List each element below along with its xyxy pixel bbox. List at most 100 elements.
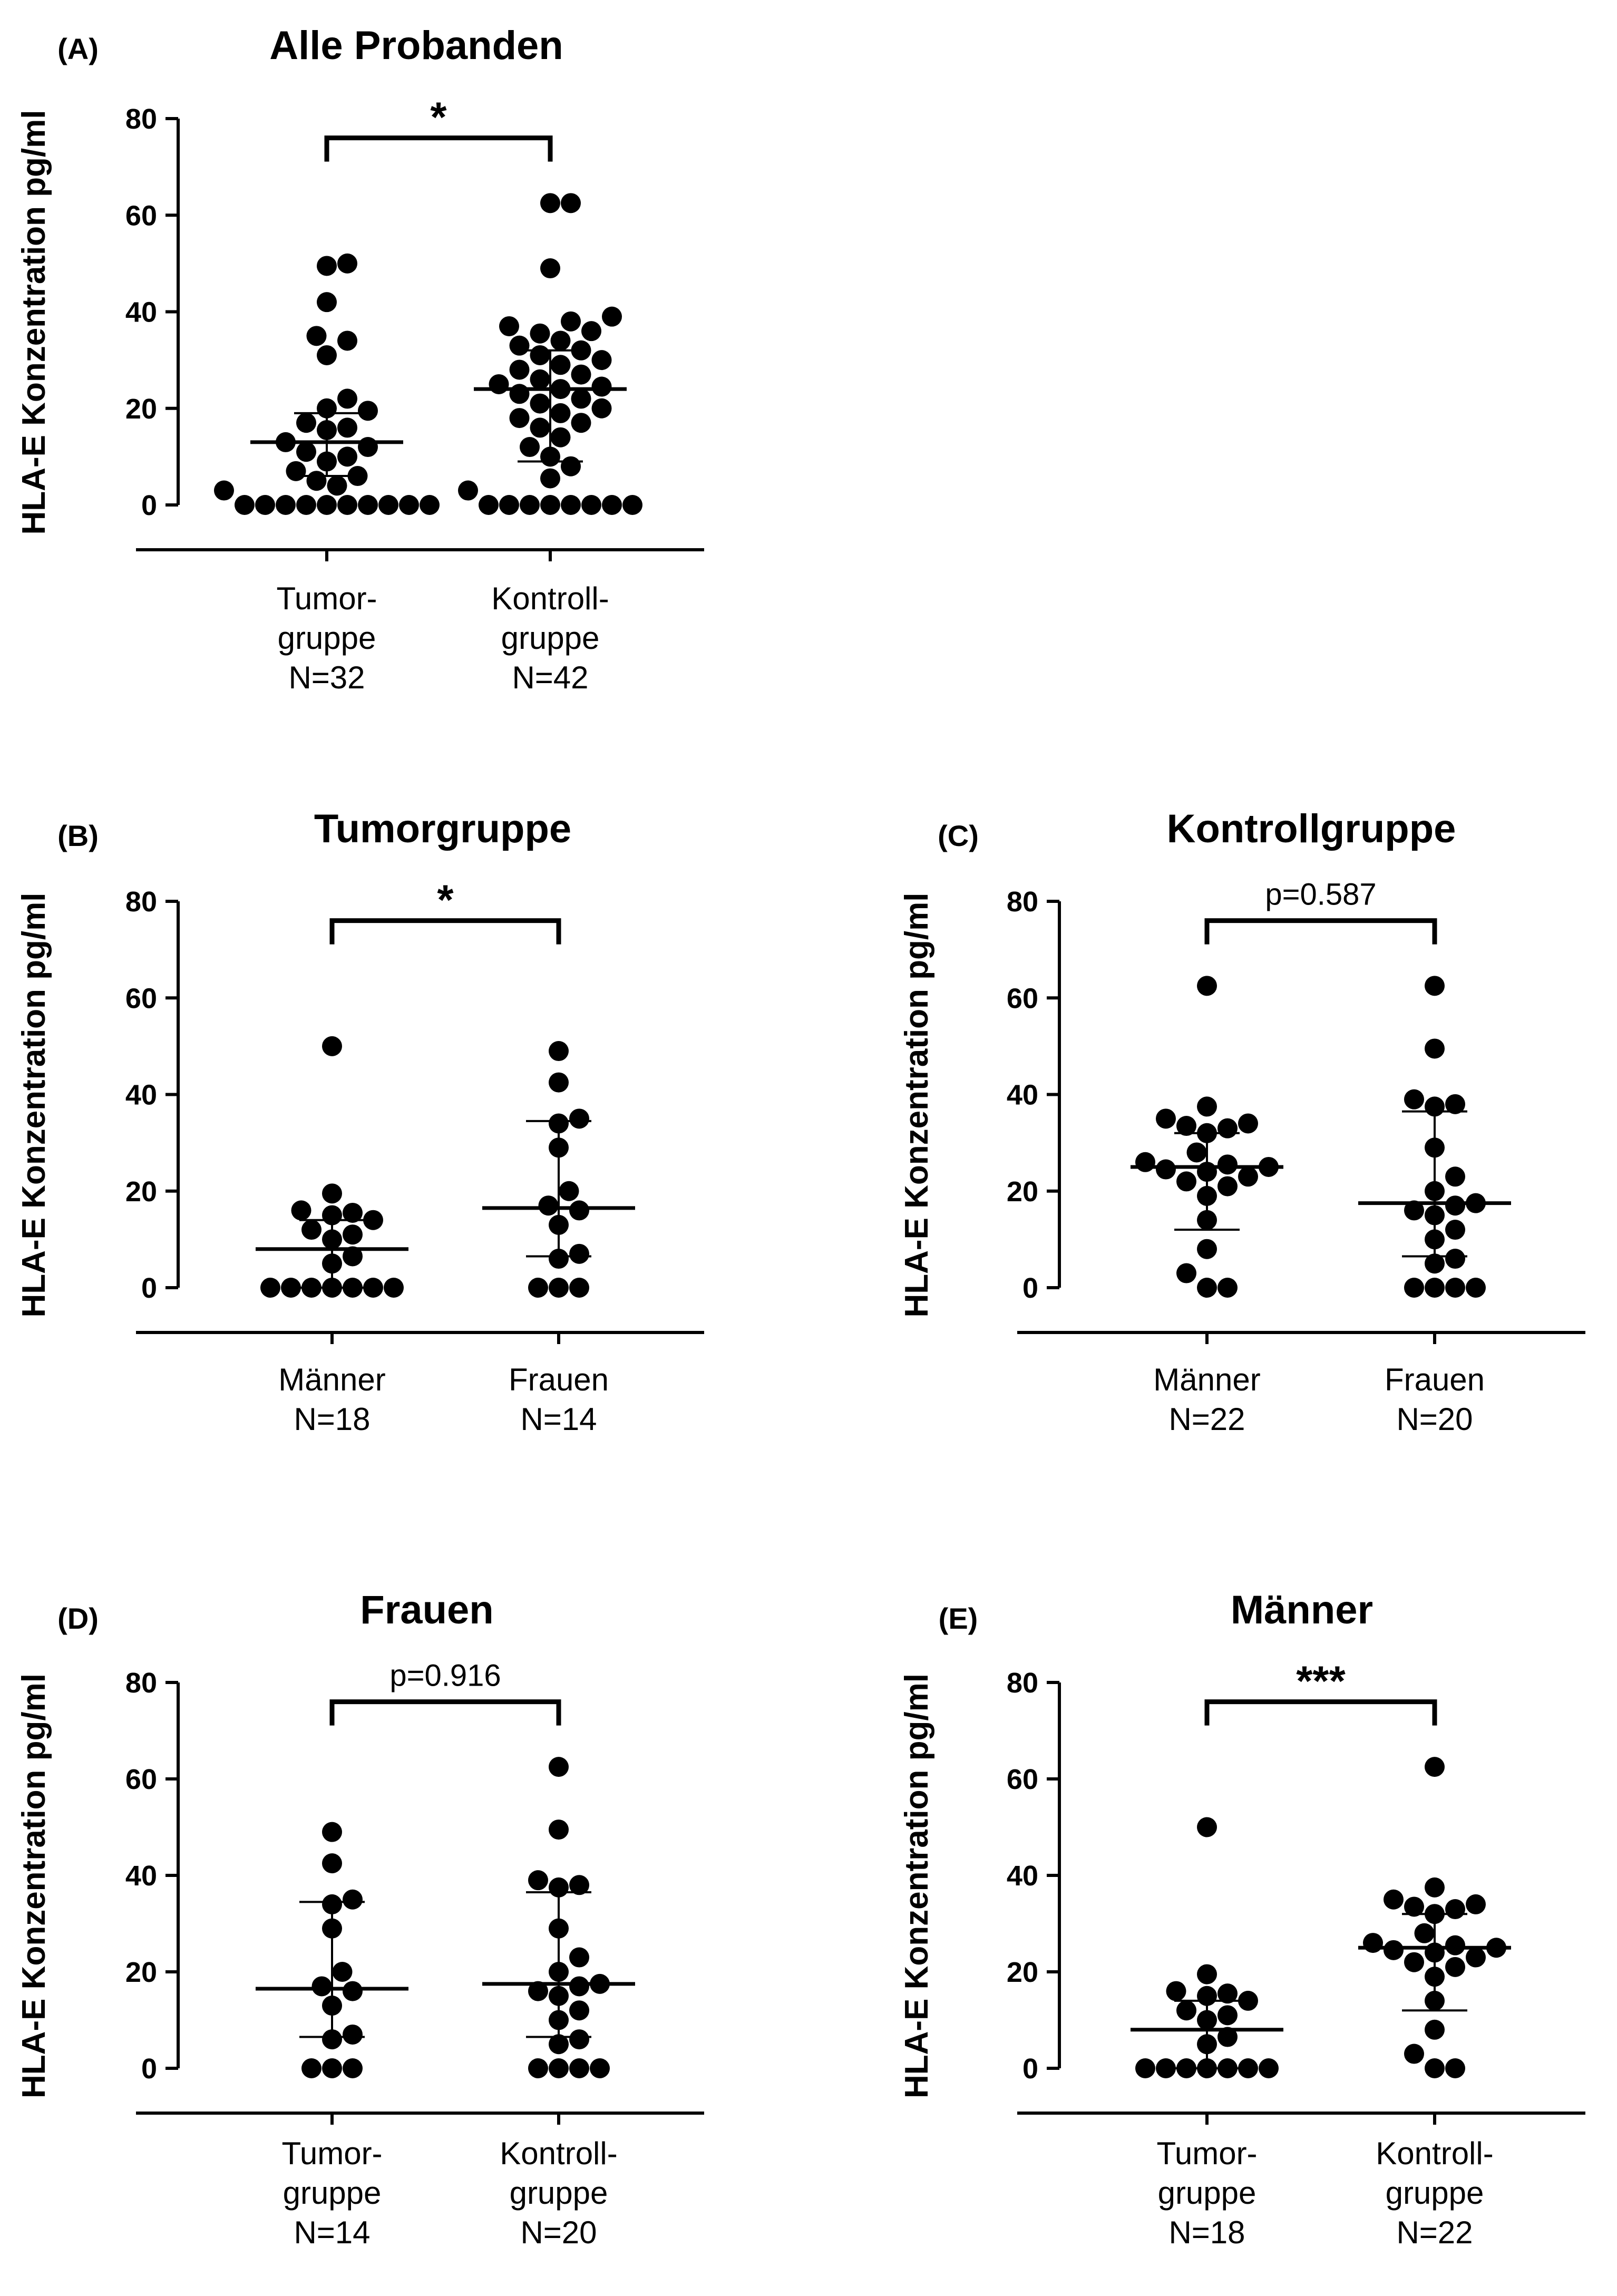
data-point [1197,1964,1217,1984]
data-point [458,480,478,501]
data-point [569,1875,589,1895]
data-point [479,495,499,515]
data-point [322,1822,342,1842]
data-point [1238,2058,1258,2078]
data-point [1466,1894,1486,1914]
data-point [378,495,398,515]
data-point [569,1108,589,1129]
data-point [549,1757,569,1777]
data-point [528,1981,548,2001]
y-axis-label: HLA-E Konzentration pg/ml [16,110,52,535]
data-point [550,330,571,351]
y-tick-label: 60 [125,200,157,231]
data-point [358,495,378,515]
data-point [1156,2058,1176,2078]
panel-a: (A) Alle Probanden HLA-E Konzentration pg/… [16,23,704,695]
data-point [1425,1877,1445,1898]
significance-label: p=0.916 [389,1659,501,1693]
x-category-label: Frauen [1385,1362,1485,1397]
data-point [1176,1116,1196,1136]
data-point [528,2058,548,2078]
data-point [1445,1249,1465,1269]
x-category-label: N=20 [520,2215,597,2250]
data-point [530,345,550,365]
data-point [322,1183,342,1204]
panel-d: (D) Frauen HLA-E Konzentration pg/ml 0 20 40 6… [16,1588,704,2250]
data-point [1197,1239,1217,1259]
data-point [602,306,622,327]
data-point [322,2029,342,2050]
data-point [363,1210,383,1230]
data-point [1445,1094,1465,1114]
data-point [530,323,550,344]
data-point [530,369,550,390]
data-point [332,1962,353,1982]
y-tick-label: 80 [125,103,157,135]
data-point [509,408,530,429]
data-point [1197,1096,1217,1117]
data-point [1135,1152,1155,1172]
panel-letter: (E) [939,1602,978,1635]
data-point [1414,1923,1435,1943]
data-point [322,1036,342,1056]
data-point [1425,1038,1445,1059]
data-point [540,258,560,279]
data-point [549,2034,569,2055]
data-point [538,1195,559,1216]
data-point [1176,1171,1196,1192]
y-tick-label: 20 [125,1176,157,1208]
y-tick-label: 80 [125,886,157,918]
data-point [1384,1889,1404,1910]
data-point [1197,1278,1217,1298]
data-point [581,495,601,515]
data-point [1425,2019,1445,2040]
x-category-label: gruppe [501,620,600,656]
data-point [571,388,591,409]
data-point [1217,2005,1238,2026]
x-category-label: Männer [278,1362,385,1397]
data-point [1176,1263,1196,1283]
data-point [489,374,509,394]
significance-bracket [1204,918,1437,945]
y-tick-label: 40 [125,1860,157,1892]
data-point [1176,2000,1196,2021]
data-point [1445,1220,1465,1240]
data-point [1445,1957,1465,1977]
data-point [337,388,357,409]
data-point [499,495,519,515]
data-point [291,1200,311,1221]
panel-b: (B) Tumorgruppe HLA-E Konzentration pg/ml 0… [16,806,704,1437]
panel-title: Männer [1231,1588,1373,1632]
data-point [571,413,591,433]
y-tick-label: 60 [1007,982,1038,1014]
data-point [1445,1195,1465,1216]
x-category-label: N=22 [1396,2215,1473,2250]
y-axis-label: HLA-E Konzentration pg/ml [899,893,935,1318]
data-point [590,2058,610,2078]
y-tick-label: 40 [1007,1079,1038,1111]
y-tick-label: 20 [1007,1957,1038,1988]
data-point [561,495,581,515]
x-category-label: Tumor- [281,2136,382,2171]
x-category-label: gruppe [278,620,376,656]
data-point [337,330,357,351]
panel-letter: (A) [57,32,99,65]
data-point [549,1820,569,1840]
x-category-label: N=22 [1168,1402,1245,1437]
significance-bracket [329,1699,561,1726]
data-point [301,1220,322,1240]
data-point [1186,1142,1207,1163]
x-category-label: Kontroll- [491,581,609,616]
data-point [1217,1118,1238,1139]
data-point [1466,1947,1486,1968]
data-point [1404,1089,1424,1110]
data-point [591,350,612,371]
data-point [343,1981,363,2001]
data-point [549,1041,569,1062]
data-point [561,193,581,213]
data-point [281,1278,301,1298]
data-point [296,413,316,433]
data-point [1135,2058,1155,2078]
data-point [540,193,560,213]
data-point [581,321,601,342]
